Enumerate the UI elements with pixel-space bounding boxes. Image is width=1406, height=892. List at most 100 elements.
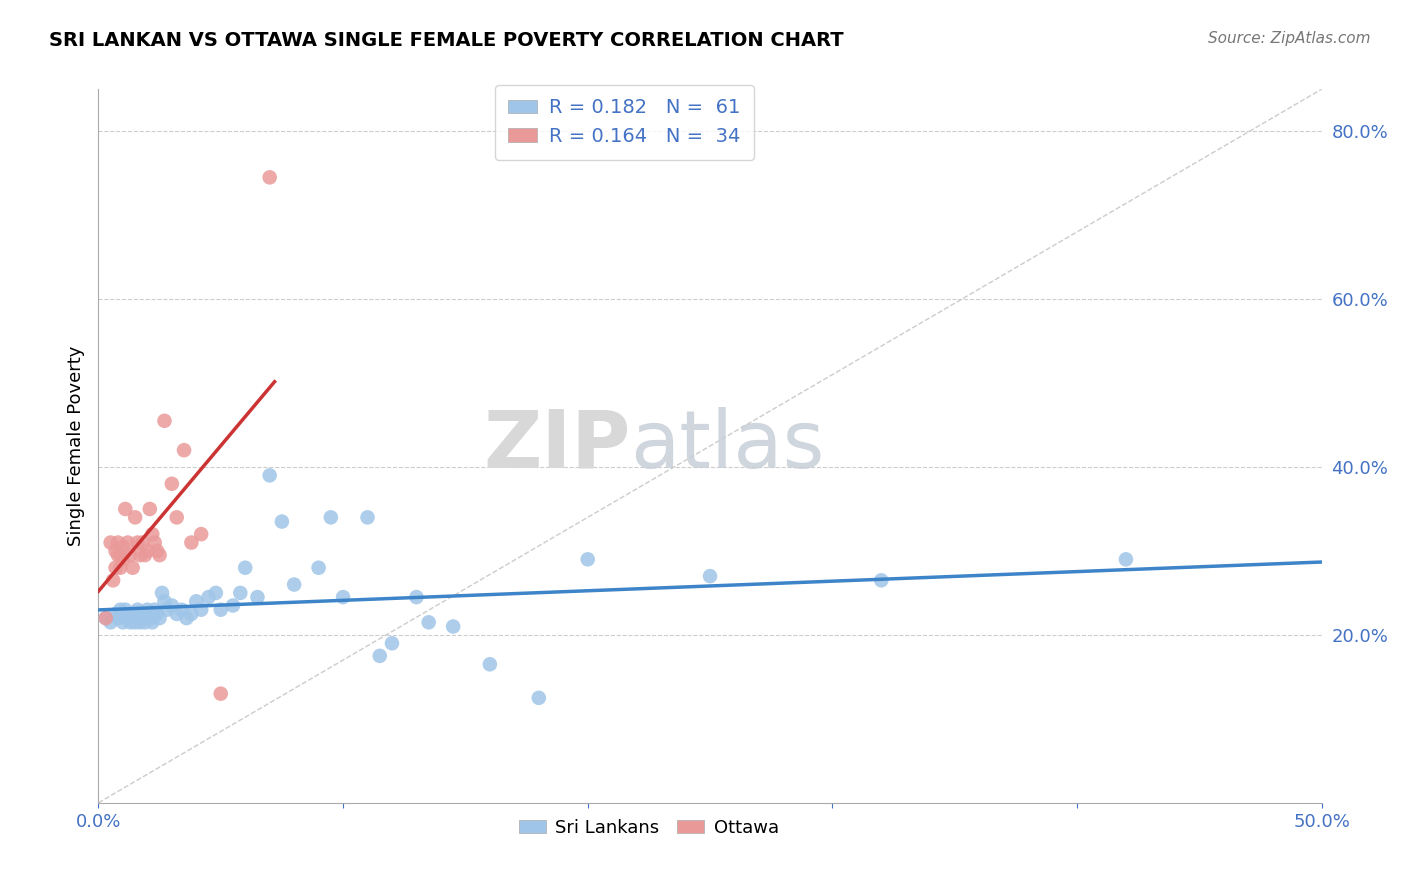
Point xyxy=(180,535,202,549)
Point xyxy=(110,548,132,562)
Point xyxy=(190,527,212,541)
Point xyxy=(246,590,269,604)
Point xyxy=(699,569,721,583)
Point xyxy=(146,544,169,558)
Point xyxy=(136,603,159,617)
Text: atlas: atlas xyxy=(630,407,825,485)
Point xyxy=(131,535,153,549)
Point xyxy=(153,594,176,608)
Point xyxy=(111,552,134,566)
Point xyxy=(131,611,153,625)
Point xyxy=(576,552,599,566)
Point xyxy=(104,607,127,621)
Point xyxy=(127,535,149,549)
Point xyxy=(156,603,179,617)
Point xyxy=(1115,552,1137,566)
Point xyxy=(131,607,153,621)
Point xyxy=(381,636,404,650)
Point xyxy=(104,560,127,574)
Point xyxy=(101,574,124,588)
Text: Source: ZipAtlas.com: Source: ZipAtlas.com xyxy=(1208,31,1371,46)
Point xyxy=(332,590,354,604)
Text: SRI LANKAN VS OTTAWA SINGLE FEMALE POVERTY CORRELATION CHART: SRI LANKAN VS OTTAWA SINGLE FEMALE POVER… xyxy=(49,31,844,50)
Point xyxy=(149,611,172,625)
Point xyxy=(136,544,159,558)
Point xyxy=(205,586,228,600)
Point xyxy=(229,586,252,600)
Point xyxy=(418,615,440,630)
Point xyxy=(233,560,256,574)
Point xyxy=(368,648,391,663)
Point xyxy=(120,615,142,630)
Point xyxy=(117,535,139,549)
Point xyxy=(117,611,139,625)
Point xyxy=(134,615,156,630)
Point xyxy=(180,607,202,621)
Point xyxy=(527,690,550,705)
Point xyxy=(139,502,162,516)
Point xyxy=(111,607,134,621)
Point xyxy=(173,443,195,458)
Point xyxy=(405,590,427,604)
Point xyxy=(107,535,129,549)
Point xyxy=(308,560,330,574)
Point xyxy=(870,574,893,588)
Point xyxy=(209,603,232,617)
Point xyxy=(121,607,143,621)
Point xyxy=(190,603,212,617)
Point xyxy=(111,540,134,554)
Point xyxy=(94,611,117,625)
Point xyxy=(186,594,208,608)
Point xyxy=(319,510,342,524)
Point xyxy=(356,510,378,524)
Point xyxy=(141,527,163,541)
Point xyxy=(121,560,143,574)
Point xyxy=(150,586,173,600)
Point xyxy=(160,476,183,491)
Point xyxy=(111,615,134,630)
Point xyxy=(114,502,136,516)
Point xyxy=(129,548,152,562)
Point xyxy=(100,535,122,549)
Point xyxy=(134,548,156,562)
Point xyxy=(143,535,166,549)
Point xyxy=(176,611,198,625)
Point xyxy=(94,611,117,625)
Point xyxy=(107,548,129,562)
Point xyxy=(141,615,163,630)
Point xyxy=(441,619,464,633)
Point xyxy=(283,577,305,591)
Point xyxy=(149,548,172,562)
Point xyxy=(166,607,188,621)
Point xyxy=(114,603,136,617)
Point xyxy=(166,510,188,524)
Point xyxy=(124,615,146,630)
Point xyxy=(120,548,142,562)
Point xyxy=(104,544,127,558)
Point xyxy=(146,607,169,621)
Point xyxy=(209,687,232,701)
Point xyxy=(259,468,281,483)
Point xyxy=(100,615,122,630)
Point xyxy=(124,611,146,625)
Point xyxy=(107,611,129,625)
Point xyxy=(478,657,501,672)
Point xyxy=(124,510,146,524)
Y-axis label: Single Female Poverty: Single Female Poverty xyxy=(66,346,84,546)
Point xyxy=(139,607,162,621)
Point xyxy=(222,599,245,613)
Point xyxy=(143,603,166,617)
Text: ZIP: ZIP xyxy=(484,407,630,485)
Point xyxy=(259,170,281,185)
Point xyxy=(270,515,294,529)
Legend: Sri Lankans, Ottawa: Sri Lankans, Ottawa xyxy=(512,812,786,844)
Point xyxy=(110,560,132,574)
Point xyxy=(160,599,183,613)
Point xyxy=(141,611,163,625)
Point xyxy=(129,615,152,630)
Point xyxy=(127,603,149,617)
Point xyxy=(170,603,193,617)
Point xyxy=(110,603,132,617)
Point xyxy=(127,607,149,621)
Point xyxy=(197,590,219,604)
